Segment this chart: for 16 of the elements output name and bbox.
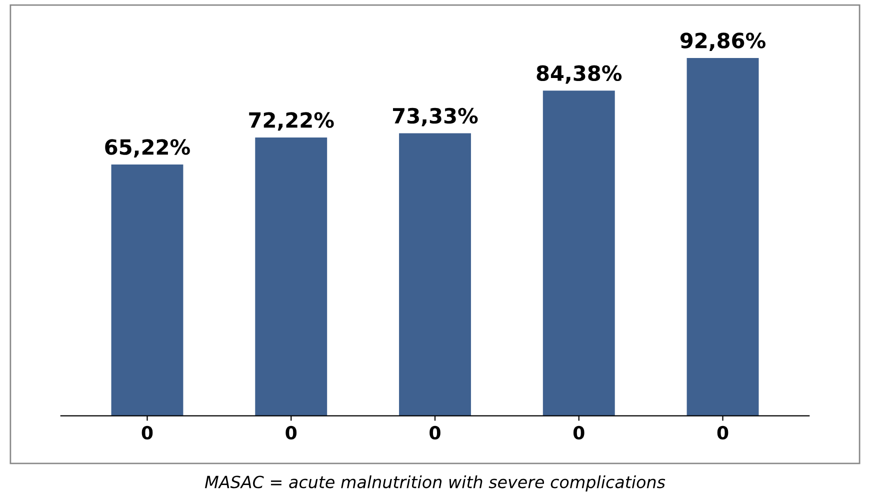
- data-label: 65,22%: [105, 139, 190, 158]
- x-tick-label: 0: [717, 426, 728, 440]
- x-tick-label: 0: [573, 426, 584, 440]
- bar: [542, 90, 615, 416]
- data-label: 73,33%: [393, 108, 478, 126]
- data-label: 92,86%: [680, 32, 766, 52]
- x-tick-label: 0: [286, 426, 297, 440]
- text: MASAC = acute malnutrition with severe complications: [204, 475, 666, 492]
- x-tick-label: 0: [142, 426, 153, 440]
- bar: [686, 58, 759, 416]
- bar: [255, 138, 328, 416]
- bar: [111, 164, 184, 416]
- bar: [399, 133, 471, 416]
- data-label: 72,22%: [249, 112, 334, 131]
- data-label: 84,38%: [536, 65, 622, 84]
- x-tick-label: 0: [430, 426, 440, 440]
